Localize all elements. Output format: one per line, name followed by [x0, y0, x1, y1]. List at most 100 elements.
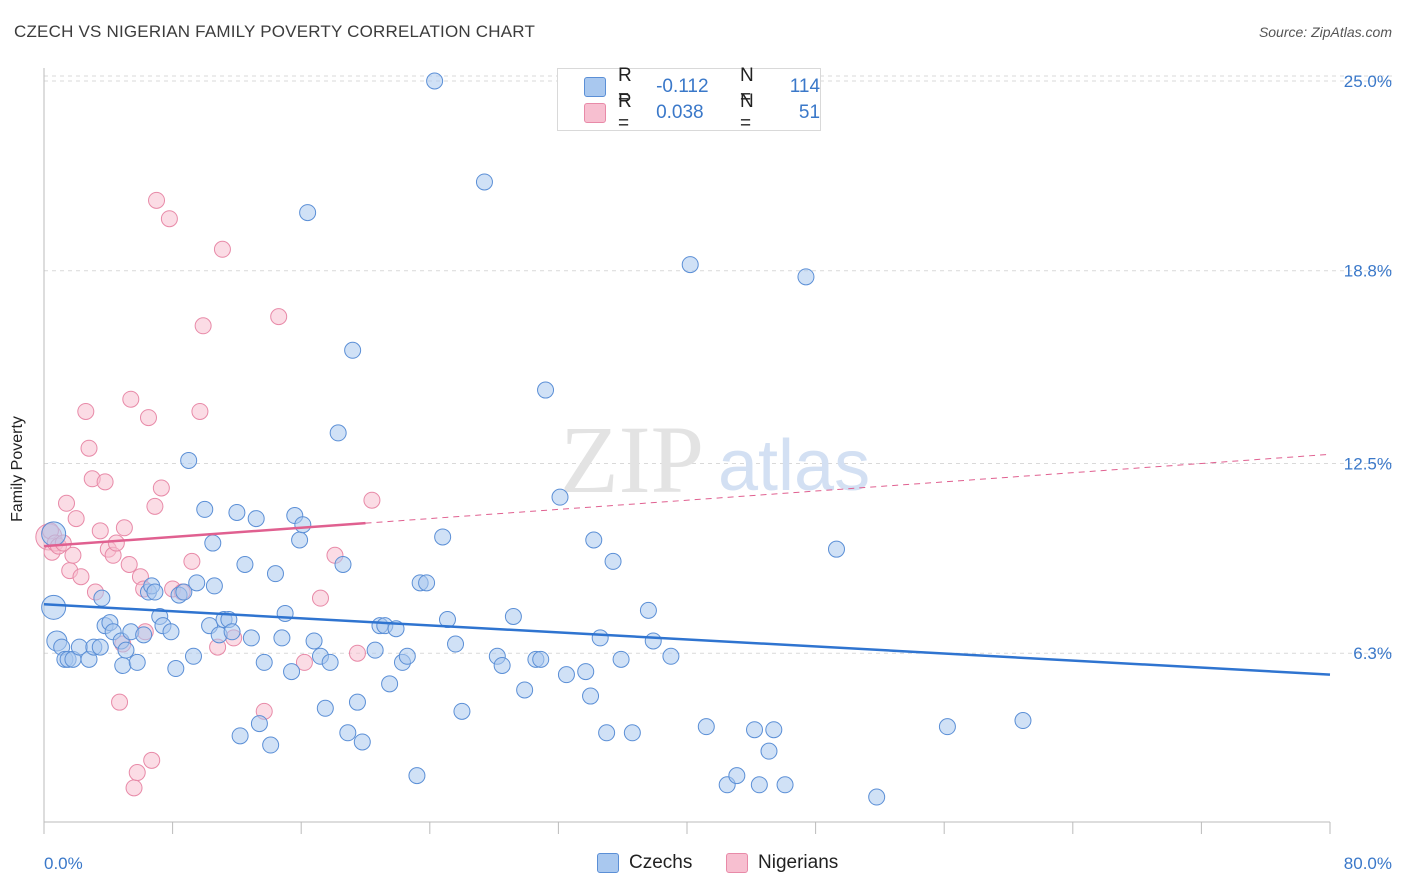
czech-point: [291, 531, 309, 549]
czech-point: [205, 577, 223, 595]
nigerian-point: [148, 191, 166, 209]
nigerian-point: [213, 240, 231, 258]
czech-point: [348, 693, 366, 711]
czech-point: [167, 660, 185, 678]
czech-point: [1014, 712, 1032, 730]
czech-point: [135, 626, 153, 644]
czech-point: [93, 589, 111, 607]
source-label: Source: ZipAtlas.com: [1258, 24, 1392, 40]
czech-point: [426, 72, 444, 90]
czech-point: [91, 638, 109, 656]
czech-point: [180, 451, 198, 469]
czech-point: [250, 715, 268, 733]
czech-points: [41, 72, 1032, 806]
watermark-zip: ZIP: [560, 406, 704, 513]
czech-point: [537, 381, 555, 399]
czech-point: [639, 601, 657, 619]
watermark-atlas: atlas: [718, 426, 870, 506]
czech-point: [577, 663, 595, 681]
czech-point: [746, 721, 764, 739]
czech-point: [612, 650, 630, 668]
czech-point: [196, 500, 214, 518]
czech-point: [41, 521, 67, 547]
czech-point: [681, 256, 699, 274]
nigerian-point: [311, 589, 329, 607]
czech-point: [114, 656, 132, 674]
legend-n-value: 51: [798, 102, 821, 123]
nigerian-point: [115, 519, 133, 537]
bottom-legend-label-nigerians: Nigerians: [758, 852, 839, 873]
czech-trend-line: [43, 603, 1331, 676]
czech-point: [266, 565, 284, 583]
nigerian-point: [125, 779, 143, 797]
czech-point: [228, 503, 246, 521]
y-tick-label: 25.0%: [1344, 72, 1392, 91]
czech-point: [329, 424, 347, 442]
czech-point: [117, 641, 135, 659]
nigerian-point: [58, 494, 76, 512]
nigerian-point: [146, 497, 164, 515]
czech-point: [283, 663, 301, 681]
czech-point: [299, 204, 317, 222]
nigerian-point: [72, 568, 90, 586]
czech-point: [697, 718, 715, 736]
bottom-legend-swatch-nigerians: [726, 853, 748, 873]
czech-point: [146, 583, 164, 601]
nigerian-point: [194, 317, 212, 335]
nigerian-point: [122, 390, 140, 408]
czech-point: [236, 555, 254, 573]
y-tick-label: 6.3%: [1353, 644, 1392, 663]
nigerian-point: [80, 439, 98, 457]
bottom-legend-label-czechs: Czechs: [629, 852, 693, 873]
czech-point: [344, 341, 362, 359]
czech-point: [760, 742, 778, 760]
czech-point: [532, 650, 550, 668]
czech-point: [255, 653, 273, 671]
bottom-legend: Czechs Nigerians: [0, 852, 1406, 878]
nigerian-point: [160, 210, 178, 228]
czech-point: [418, 574, 436, 592]
czech-point: [598, 724, 616, 742]
nigerian-point: [107, 534, 125, 552]
czech-point: [334, 555, 352, 573]
nigerian-point: [111, 693, 129, 711]
y-tick-label: 18.8%: [1344, 262, 1392, 281]
czech-point: [41, 594, 67, 620]
czech-point: [273, 629, 291, 647]
legend-swatch-czechs: [584, 77, 606, 97]
czech-point: [591, 629, 609, 647]
czech-point: [623, 724, 641, 742]
czech-point: [516, 681, 534, 699]
czech-point: [447, 635, 465, 653]
czech-point: [868, 788, 886, 806]
czech-point: [247, 510, 265, 528]
bottom-legend-swatch-czechs: [597, 853, 619, 873]
czech-point: [453, 702, 471, 720]
x-tick-label: 80.0%: [1344, 854, 1392, 873]
czech-point: [276, 604, 294, 622]
czech-point: [353, 733, 371, 751]
legend-row-czechs: R = -0.112 N = 114: [584, 65, 820, 108]
czech-point: [827, 540, 845, 558]
nigerian-point: [143, 751, 161, 769]
czech-point: [294, 516, 312, 534]
nigerian-point: [64, 546, 82, 564]
czech-point: [321, 653, 339, 671]
czech-point: [242, 629, 260, 647]
nigerian-point: [67, 510, 85, 528]
czech-point: [938, 718, 956, 736]
legend-r-value: -0.112: [656, 76, 709, 97]
legend-n-label: N =: [739, 65, 754, 108]
x-tick-label: 0.0%: [44, 854, 83, 873]
axes: [43, 68, 1331, 834]
legend-n-label: N =: [739, 91, 754, 134]
czech-point: [662, 647, 680, 665]
nigerian-point: [191, 402, 209, 420]
bottom-legend-nigerians: Nigerians: [726, 852, 838, 874]
czech-point: [585, 531, 603, 549]
legend-r-label: R =: [617, 91, 632, 134]
czech-point: [644, 632, 662, 650]
nigerian-point: [91, 522, 109, 540]
bottom-legend-czechs: Czechs: [597, 852, 692, 874]
czech-point: [434, 528, 452, 546]
